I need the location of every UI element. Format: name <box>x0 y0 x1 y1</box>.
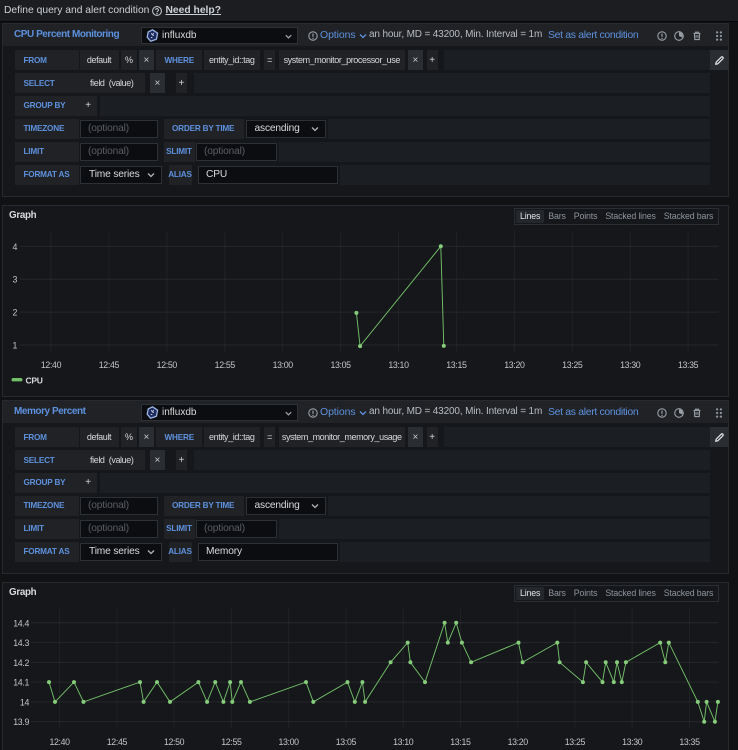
svg-text:3: 3 <box>12 275 17 285</box>
svg-text:14.2: 14.2 <box>13 658 29 668</box>
svg-text:13:25: 13:25 <box>562 360 583 370</box>
svg-text:13:35: 13:35 <box>679 737 700 747</box>
svg-text:12:55: 12:55 <box>215 360 236 370</box>
svg-text:12:45: 12:45 <box>99 360 120 370</box>
svg-text:13:30: 13:30 <box>620 360 641 370</box>
svg-text:12:40: 12:40 <box>49 737 70 747</box>
svg-text:13:15: 13:15 <box>450 737 471 747</box>
svg-text:12:45: 12:45 <box>107 737 128 747</box>
svg-text:13:00: 13:00 <box>273 360 294 370</box>
svg-text:4: 4 <box>12 242 17 252</box>
svg-text:13:20: 13:20 <box>508 737 529 747</box>
svg-text:14.4: 14.4 <box>13 618 29 628</box>
svg-text:13:30: 13:30 <box>622 737 643 747</box>
svg-text:13:15: 13:15 <box>446 360 467 370</box>
svg-text:13:10: 13:10 <box>393 737 414 747</box>
svg-text:2: 2 <box>12 308 17 318</box>
svg-text:13:05: 13:05 <box>330 360 351 370</box>
svg-text:13:20: 13:20 <box>504 360 525 370</box>
svg-text:13:10: 13:10 <box>388 360 409 370</box>
svg-text:14.1: 14.1 <box>13 678 29 688</box>
svg-text:13:00: 13:00 <box>278 737 299 747</box>
svg-text:13.9: 13.9 <box>13 717 29 727</box>
svg-text:12:50: 12:50 <box>157 360 178 370</box>
svg-text:12:40: 12:40 <box>41 360 62 370</box>
svg-text:12:50: 12:50 <box>164 737 185 747</box>
svg-text:12:55: 12:55 <box>221 737 242 747</box>
svg-text:13:25: 13:25 <box>565 737 586 747</box>
svg-text:14.3: 14.3 <box>13 638 29 648</box>
svg-text:14: 14 <box>20 697 30 707</box>
svg-text:1: 1 <box>12 341 17 351</box>
svg-text:13:05: 13:05 <box>336 737 357 747</box>
svg-text:13:35: 13:35 <box>678 360 699 370</box>
svg-text:CPU: CPU <box>26 375 43 385</box>
